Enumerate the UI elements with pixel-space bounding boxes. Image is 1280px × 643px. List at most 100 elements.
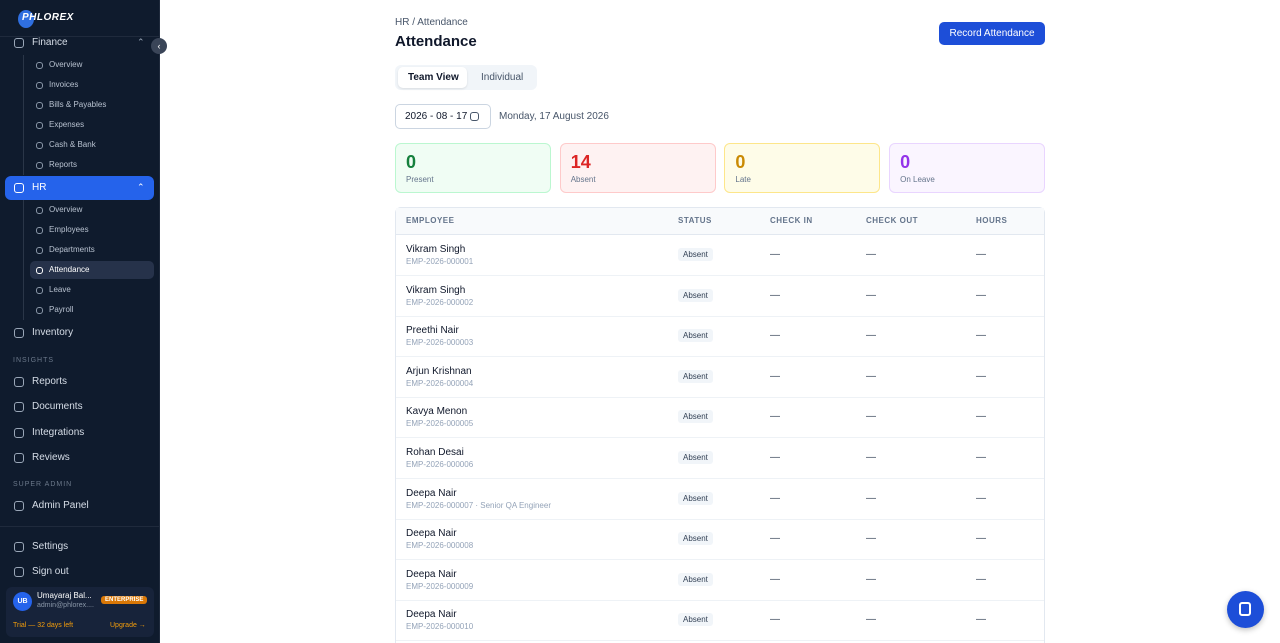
check-in: — — [770, 533, 780, 545]
employee-name[interactable]: Deepa Nair — [406, 487, 457, 499]
icon — [36, 82, 43, 89]
employee-id: EMP-2026-000004 — [406, 378, 474, 388]
tab[interactable]: Individual — [481, 72, 524, 83]
subnav-item[interactable]: Leave — [49, 285, 71, 294]
row-divider — [396, 640, 1044, 642]
icon — [36, 287, 43, 294]
subnav-item[interactable]: Expenses — [49, 120, 85, 129]
row-divider — [396, 518, 1044, 520]
nav-item[interactable]: Inventory — [32, 327, 74, 338]
trial: Trial — 32 days left — [13, 622, 74, 629]
brand: PHLOREX — [22, 12, 74, 23]
date-label: Monday, 17 August 2026 — [499, 111, 609, 122]
plan-badge: ENTERPRISE — [101, 596, 148, 604]
date-input-box[interactable] — [395, 104, 491, 129]
call-button[interactable] — [1227, 591, 1264, 628]
employee-id: EMP-2026-000008 — [406, 541, 474, 551]
collapse-button[interactable]: ‹ — [151, 38, 167, 54]
subnav-item[interactable]: Payroll — [49, 305, 74, 314]
nav-active[interactable] — [30, 261, 154, 279]
stat-label: Late — [735, 175, 751, 184]
column-header: CHECK OUT — [866, 216, 919, 225]
check-out: — — [866, 411, 876, 423]
check-out: — — [866, 370, 876, 382]
stat-card — [724, 143, 881, 193]
employee-id: EMP-2026-000007 · Senior QA Engineer — [406, 500, 551, 510]
employee-name[interactable]: Deepa Nair — [406, 568, 457, 580]
breadcrumb[interactable]: HR / Attendance — [395, 17, 468, 28]
employee-name[interactable]: Arjun Krishnan — [406, 365, 472, 377]
nav-item[interactable]: Admin Panel — [32, 500, 89, 511]
subnav-item[interactable]: Invoices — [49, 80, 79, 89]
employee-name[interactable]: Preethi Nair — [406, 325, 459, 337]
table — [395, 207, 1045, 643]
date-input[interactable]: 2026 - 08 - 17 — [405, 111, 468, 122]
check-out: — — [866, 573, 876, 585]
status-badge: Absent — [678, 288, 713, 302]
status-badge: Absent — [678, 329, 713, 343]
subnav-item[interactable]: Reports — [49, 160, 78, 169]
subnav-item[interactable]: Departments — [49, 245, 95, 254]
employee-name[interactable]: Deepa Nair — [406, 609, 457, 621]
check-in: — — [770, 249, 780, 260]
employee-id: EMP-2026-000001 — [406, 257, 474, 266]
check-out: — — [866, 249, 876, 260]
nav-item[interactable]: Reviews — [32, 451, 70, 463]
tree-line — [23, 200, 24, 320]
nav-item[interactable]: HR — [32, 182, 47, 193]
user-name: Umayaraj Bal... — [37, 591, 92, 600]
check-in: — — [770, 330, 780, 342]
subnav-item[interactable]: Overview — [49, 205, 83, 214]
row-divider — [396, 478, 1044, 479]
employee-name[interactable]: Vikram Singh — [406, 284, 466, 296]
employee-name[interactable]: Rohan Desai — [406, 447, 464, 458]
sidebar — [0, 0, 160, 643]
subnav-item[interactable]: Bills & Payables — [49, 100, 107, 109]
nav-item[interactable]: Settings — [32, 541, 69, 552]
employee-name[interactable]: Deepa Nair — [406, 528, 457, 540]
tab-active-bg — [398, 67, 467, 88]
check-in: — — [770, 289, 780, 301]
status-badge: Absent — [678, 410, 713, 424]
user-email: admin@phlorex.... — [37, 602, 94, 609]
icon — [14, 501, 24, 511]
icon — [14, 452, 24, 463]
column-header: STATUS — [678, 216, 712, 225]
status-badge: Absent — [678, 532, 713, 546]
tab[interactable]: Team View — [408, 72, 459, 83]
icon — [14, 377, 24, 387]
nav-item[interactable]: Finance — [32, 37, 68, 48]
status-badge: Absent — [678, 491, 713, 505]
nav-item[interactable]: Integrations — [32, 426, 85, 438]
check-in: — — [770, 614, 780, 626]
icon — [14, 427, 24, 438]
subnav-item[interactable]: Cash & Bank — [49, 140, 96, 149]
employee-name[interactable]: Vikram Singh — [406, 244, 466, 255]
nav-item[interactable]: Sign out — [32, 566, 69, 577]
nav-item[interactable]: Reports — [32, 376, 68, 387]
check-out: — — [866, 452, 876, 463]
stat-card — [889, 143, 1046, 193]
icon — [36, 62, 43, 69]
employee-id: EMP-2026-000005 — [406, 419, 474, 429]
check-in: — — [770, 411, 780, 423]
upgrade[interactable]: Upgrade → — [110, 622, 146, 629]
subnav-item[interactable]: Employees — [49, 225, 89, 234]
subnav-item[interactable]: Overview — [49, 60, 83, 69]
employee-name[interactable]: Kavya Menon — [406, 406, 468, 418]
tree-line — [23, 55, 24, 175]
check-out: — — [866, 533, 876, 545]
nav-active[interactable] — [5, 176, 154, 200]
icon — [36, 122, 43, 129]
stat-label: Present — [406, 175, 434, 184]
section-heading: INSIGHTS — [13, 357, 55, 364]
primary-button[interactable]: Record Attendance — [939, 22, 1045, 45]
nav-item[interactable]: Documents — [32, 401, 83, 413]
icon — [36, 247, 43, 254]
hours: — — [976, 249, 986, 260]
subnav-item[interactable]: Attendance — [49, 265, 90, 274]
row-divider — [396, 275, 1044, 276]
employee-id: EMP-2026-000003 — [406, 338, 474, 348]
hours: — — [976, 289, 986, 301]
